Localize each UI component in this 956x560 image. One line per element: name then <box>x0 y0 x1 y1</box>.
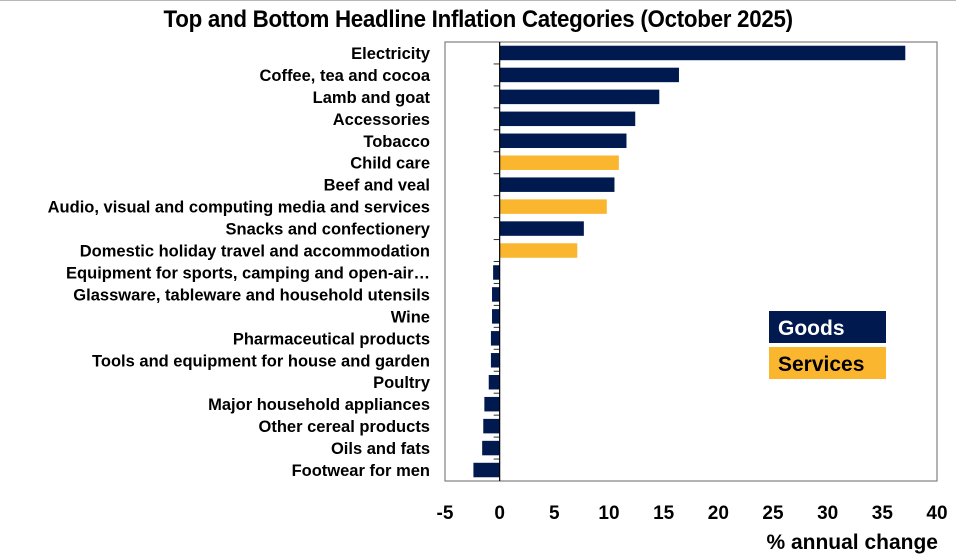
bar-12 <box>492 287 500 302</box>
bar-14 <box>490 331 500 346</box>
legend-label-services: Services <box>778 353 864 376</box>
x-tick-label: 40 <box>926 503 947 524</box>
category-label: Footwear for men <box>292 462 430 480</box>
bar-6 <box>499 155 619 170</box>
bar-7 <box>499 177 615 192</box>
bar-19 <box>482 440 500 456</box>
x-tick-label: 35 <box>872 503 894 524</box>
category-label: Tobacco <box>363 133 430 151</box>
bar-9 <box>499 221 584 236</box>
bar-8 <box>499 199 607 214</box>
plot-frame <box>444 41 938 482</box>
category-label: Other cereal products <box>259 418 430 436</box>
category-label: Oils and fats <box>331 440 430 458</box>
category-label: Pharmaceutical products <box>233 330 430 348</box>
bar-1 <box>499 45 906 61</box>
bar-5 <box>499 133 627 149</box>
category-labels: Electricity Coffee, tea and cocoa Lamb and… <box>48 45 431 480</box>
bar-11 <box>493 265 500 280</box>
category-label: Glassware, tableware and household utens… <box>73 286 430 304</box>
category-label: Tools and equipment for house and garden <box>92 352 430 370</box>
bar-10 <box>499 243 578 258</box>
chart-title: Top and Bottom Headline Inflation Catego… <box>163 6 794 33</box>
x-tick-label: 15 <box>653 503 675 524</box>
bar-15 <box>490 353 500 368</box>
x-axis-title: % annual change <box>766 531 938 554</box>
x-axis-ticks: -5 0 5 10 15 20 25 30 35 40 <box>437 503 948 524</box>
legend-swatch-goods <box>769 311 886 343</box>
category-label: Domestic holiday travel and accommodatio… <box>80 243 430 261</box>
legend: Goods Services <box>769 311 886 379</box>
x-tick-label: 20 <box>708 503 729 524</box>
category-label: Lamb and goat <box>313 89 431 107</box>
bar-13 <box>492 309 500 324</box>
bar-17 <box>484 396 500 412</box>
x-tick-label: 30 <box>817 503 838 524</box>
category-label: Coffee, tea and cocoa <box>259 67 430 85</box>
bars-group <box>473 45 906 478</box>
x-tick-label: 0 <box>494 503 505 524</box>
bar-18 <box>483 418 500 434</box>
category-label: Audio, visual and computing media and se… <box>48 199 430 217</box>
x-tick-label: 5 <box>549 503 560 524</box>
bar-2 <box>499 67 679 83</box>
category-label: Child care <box>350 155 430 173</box>
legend-swatch-services <box>769 347 886 379</box>
category-label: Wine <box>391 308 430 326</box>
bar-3 <box>499 89 660 105</box>
bar-16 <box>488 374 500 390</box>
x-tick-label: 25 <box>762 503 784 524</box>
bar-4 <box>499 111 636 127</box>
top-border-line <box>0 0 956 1</box>
category-label: Accessories <box>333 111 430 129</box>
category-label: Electricity <box>351 45 431 63</box>
category-label: Equipment for sports, camping and open-a… <box>66 264 430 282</box>
bar-20 <box>473 462 500 478</box>
x-tick-label: -5 <box>437 503 454 524</box>
category-label: Major household appliances <box>208 396 430 414</box>
category-label: Beef and veal <box>324 177 430 195</box>
x-tick-label: 10 <box>598 503 619 524</box>
legend-label-goods: Goods <box>778 317 845 340</box>
category-label: Snacks and confectionery <box>226 221 431 239</box>
plot-border <box>444 41 938 482</box>
category-label: Poultry <box>373 374 431 392</box>
